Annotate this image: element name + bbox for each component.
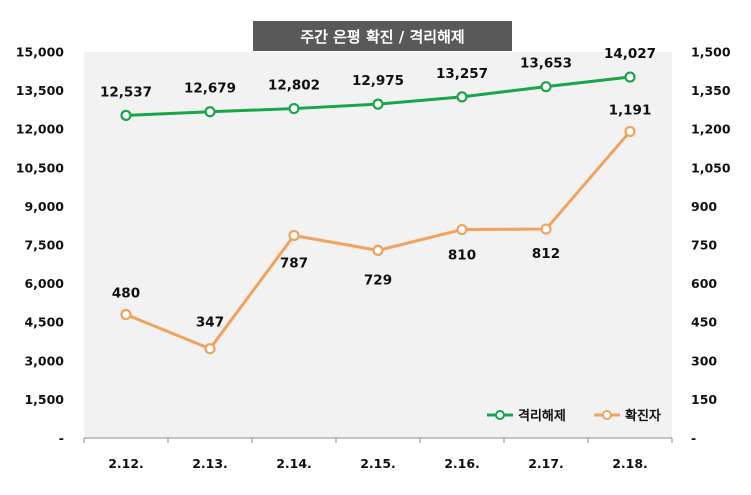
y-left-tick-label: 6,000 — [24, 276, 64, 291]
data-label: 12,975 — [352, 73, 404, 89]
x-tick-label: 2.14. — [276, 456, 312, 471]
x-tick-label: 2.18. — [612, 456, 648, 471]
y-left-tick-label: 4,500 — [24, 315, 64, 330]
y-right-tick-label: 450 — [691, 315, 717, 330]
y-left-tick-label: 15,000 — [16, 45, 65, 60]
data-label: 14,027 — [604, 46, 656, 62]
data-point — [120, 308, 132, 321]
data-label: 12,537 — [100, 84, 152, 100]
y-right-tick-label: 1,200 — [691, 122, 731, 137]
chart-title-box: 주간 은평 확진 / 격리해제 — [253, 21, 512, 51]
data-label: 12,802 — [268, 78, 320, 94]
data-point — [204, 106, 216, 118]
data-point — [288, 229, 300, 242]
y-left-tick-label: 13,500 — [16, 83, 65, 98]
y-right-tick-label: 600 — [691, 276, 717, 291]
data-point — [624, 71, 636, 83]
y-left-tick-label: 9,000 — [24, 199, 64, 214]
legend: 격리해제 확진자 — [487, 408, 661, 424]
legend-label: 확진자 — [625, 408, 661, 424]
data-label: 12,679 — [184, 81, 236, 97]
x-tick-label: 2.17. — [528, 456, 564, 471]
series-layer — [120, 71, 636, 355]
y-right-tick-label: 750 — [691, 238, 717, 253]
legend-swatch-marker — [495, 410, 505, 420]
x-axis: 2.12. 2.13. 2.14. 2.15. 2.16. 2.17. 2.18. — [83, 438, 673, 471]
y-left-axis: - 1,500 3,000 4,500 6,000 7,500 9,000 10,500 12,… — [16, 45, 65, 446]
y-right-tick-label: 900 — [691, 199, 717, 214]
data-point — [540, 223, 552, 235]
data-point — [540, 81, 552, 93]
y-left-tick-label: 3,000 — [24, 353, 64, 368]
x-tick-label: 2.13. — [192, 456, 228, 471]
y-left-tick-label: 10,500 — [16, 160, 65, 175]
x-tick-label: 2.15. — [360, 456, 396, 471]
data-point — [372, 98, 384, 110]
y-right-tick-label: 1,050 — [691, 160, 731, 175]
y-right-tick-label: 1,500 — [691, 45, 731, 60]
data-point — [288, 102, 300, 115]
data-point — [204, 343, 216, 355]
data-label: 13,653 — [520, 56, 572, 72]
data-label: 810 — [448, 248, 476, 264]
x-tick-label: 2.16. — [444, 456, 480, 471]
data-label: 1,191 — [609, 103, 652, 119]
data-label: 812 — [532, 246, 560, 262]
y-right-tick-label: 300 — [691, 353, 717, 368]
x-tick-label: 2.12. — [108, 456, 144, 471]
legend-label: 격리해제 — [518, 408, 566, 424]
chart-title-background — [253, 21, 512, 51]
data-label: 347 — [196, 315, 224, 331]
data-labels: 12,537 12,679 12,802 12,975 13,257 13,653 14,0… — [100, 46, 656, 331]
y-right-tick-label: - — [691, 431, 696, 446]
y-left-tick-label: 12,000 — [16, 122, 65, 137]
data-label: 729 — [364, 272, 392, 288]
data-point — [456, 223, 468, 236]
y-left-tick-label: 1,500 — [24, 392, 64, 407]
legend-swatch-marker — [602, 410, 612, 420]
data-point — [624, 125, 636, 138]
data-point — [372, 244, 384, 257]
data-point — [456, 91, 468, 103]
y-right-axis: - 150 300 450 600 750 900 1,050 1,200 1,350 1,500 — [691, 45, 731, 446]
data-label: 787 — [280, 255, 308, 271]
chart-title: 주간 은평 확진 / 격리해제 — [300, 28, 464, 46]
y-left-tick-label: 7,500 — [24, 238, 64, 253]
data-label: 480 — [112, 285, 140, 301]
y-right-tick-label: 1,350 — [691, 83, 731, 98]
y-left-tick-label: - — [59, 431, 64, 446]
data-label: 13,257 — [436, 66, 488, 82]
data-point — [120, 109, 132, 121]
y-right-tick-label: 150 — [691, 392, 717, 407]
